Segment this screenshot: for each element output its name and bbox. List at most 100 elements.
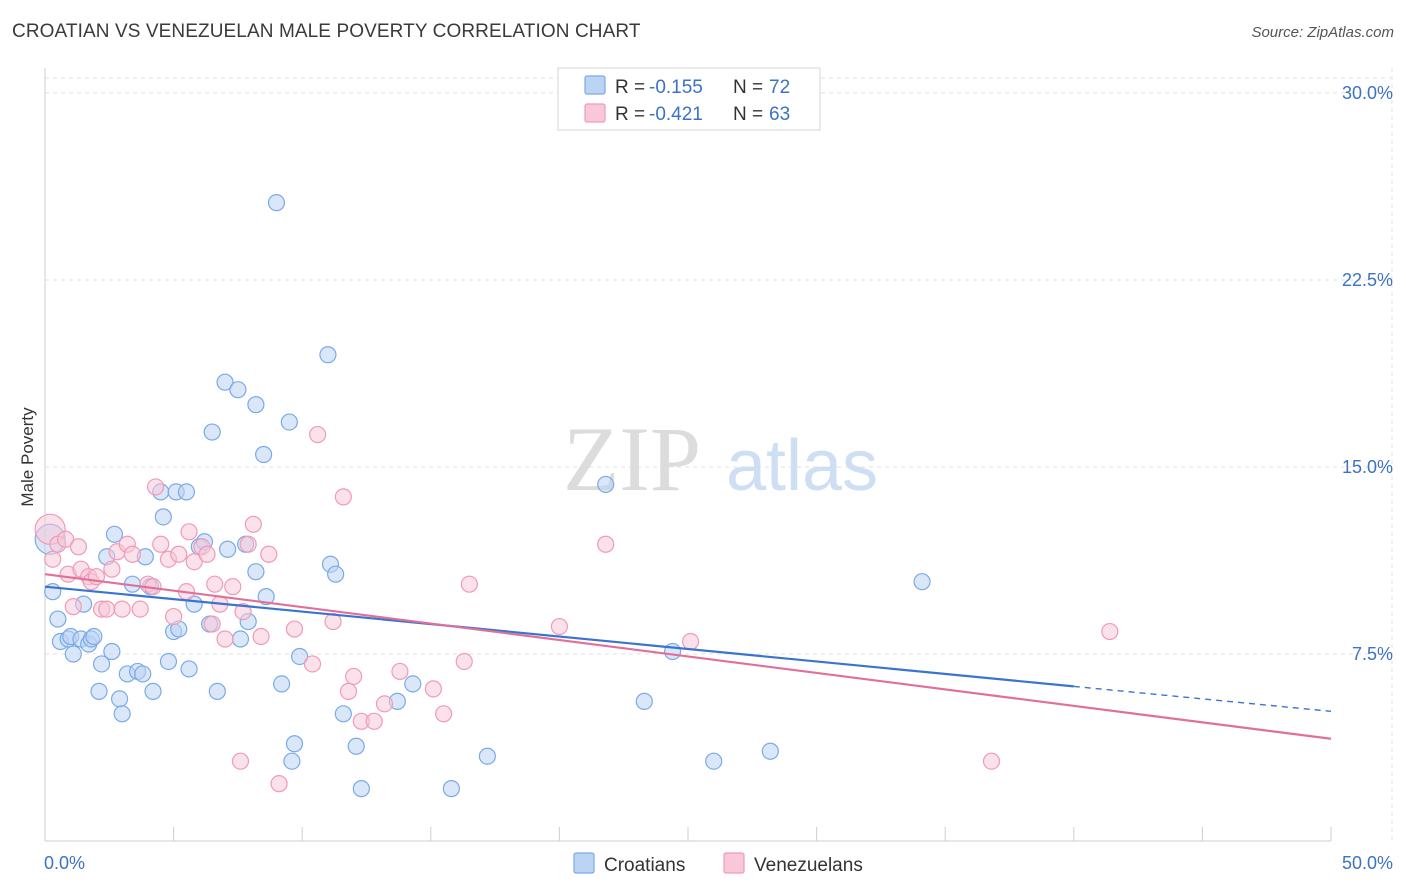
croatians-point-39 [208,682,226,700]
croatians-point-28 [159,652,178,671]
source-note: Source: ZipAtlas.com [1251,24,1394,41]
venezuelans-point-34 [216,630,234,648]
croatians-point-67 [635,692,653,710]
croatians-point-12 [90,682,108,700]
venezuelans-point-49 [345,667,363,686]
croatians-trend-line [44,585,1074,688]
venezuelans-point-28 [185,553,203,571]
venezuelans-point-38 [239,535,257,553]
venezuelans-point-30 [198,545,216,563]
croatians-point-18 [113,705,131,723]
venezuelans-point-62 [1101,622,1119,641]
legend-swatch-venezuelans [584,103,606,123]
bottom-legend: Croatians Venezuelans [573,852,863,876]
croatians-point-38 [203,423,221,441]
venezuelans-point-37 [234,602,252,621]
axes [44,68,1332,842]
y-tick-label-2: 22.5% [1342,270,1393,290]
croatians-point-33 [180,660,198,678]
croatians-point-40 [216,373,234,391]
croatians-point-22 [134,665,152,683]
croatians-point-61 [352,780,370,798]
bottom-legend-label-venezuelans: Venezuelans [754,855,863,876]
croatians-point-60 [347,737,365,755]
croatians-point-52 [280,413,298,431]
venezuelans-trend-line [44,573,1332,740]
venezuelans-point-39 [244,515,262,533]
croatians-point-51 [273,675,291,693]
y-tick-label-1: 15.0% [1342,457,1393,477]
legend-r-label-venezuelans: R = [615,104,645,125]
venezuelans-point-24 [165,607,183,626]
croatians-point-66 [597,475,615,494]
venezuelans-point-25 [170,545,188,563]
venezuelans-point-58 [550,617,569,636]
croatians-point-58 [327,565,345,583]
croatians-point-64 [442,780,460,798]
y-tick-label-3: 30.0% [1342,83,1393,103]
croatians-point-69 [705,752,723,770]
venezuelans-point-17 [123,545,142,563]
watermark: ZIP atlas [563,408,878,510]
croatians-point-71 [913,573,931,591]
venezuelans-point-1 [44,550,62,568]
venezuelans-point-56 [455,652,473,671]
legend: R = -0.155 N = 72 R = -0.421 N = 63 [557,67,821,131]
venezuelans-point-52 [375,695,394,713]
bottom-legend-swatch-croatians [573,852,595,874]
legend-r-value-venezuelans: -0.421 [649,104,703,125]
croatians-point-70 [761,742,779,760]
venezuelans-point-57 [460,575,478,593]
watermark-atlas: atlas [726,426,878,506]
venezuelans-point-21 [146,478,165,496]
venezuelans-point-36 [231,752,250,770]
x-tick-label-1: 50.0% [1342,853,1393,873]
croatians-point-17 [110,690,129,708]
bottom-legend-swatch-venezuelans [723,852,745,874]
legend-swatch-croatians [584,75,606,95]
trend-lines [44,573,1332,740]
legend-n-label-croatians: N = [733,77,763,98]
venezuelans-points [34,425,1119,793]
croatians-point-50 [267,194,286,212]
croatians-point-25 [144,682,162,700]
venezuelans-point-41 [260,545,278,563]
venezuelans-point-40 [252,627,270,646]
venezuelans-point-53 [391,662,409,681]
y-tick-label-0: 7.5% [1352,644,1393,664]
croatians-point-13 [92,655,111,673]
croatians-point-63 [404,675,422,693]
legend-n-value-croatians: 72 [769,77,790,98]
croatians-point-15 [103,642,121,661]
x-tick-label-0: 0.0% [44,853,85,873]
croatians-point-16 [105,525,124,543]
legend-n-label-venezuelans: N = [733,104,763,125]
venezuelans-point-60 [681,632,700,651]
croatians-point-2 [49,610,67,628]
croatians-point-56 [319,346,337,364]
croatians-point-42 [229,381,247,399]
venezuelans-point-59 [597,535,615,553]
venezuelans-point-5 [64,598,82,616]
venezuelans-point-35 [224,578,242,596]
legend-n-value-venezuelans: 63 [769,104,790,125]
watermark-zip: ZIP [563,408,701,510]
venezuelans-point-15 [113,600,131,618]
croatians-point-47 [247,396,265,414]
x-tick-labels: 0.0% 50.0% [44,853,1393,873]
venezuelans-point-22 [152,535,170,553]
croatians-trend-extension [1073,685,1332,713]
venezuelans-point-6 [69,538,88,556]
legend-r-label-croatians: R = [615,77,645,98]
venezuelans-point-45 [309,425,327,444]
croatians-point-59 [334,705,352,723]
venezuelans-point-12 [98,600,116,618]
croatians-point-55 [291,647,309,666]
croatians-point-53 [283,752,301,770]
croatians-point-32 [177,483,196,501]
bottom-legend-label-croatians: Croatians [604,855,685,876]
venezuelans-point-47 [334,488,352,506]
chart-title: CROATIAN VS VENEZUELAN MALE POVERTY CORR… [12,21,641,42]
venezuelans-point-18 [131,600,149,618]
